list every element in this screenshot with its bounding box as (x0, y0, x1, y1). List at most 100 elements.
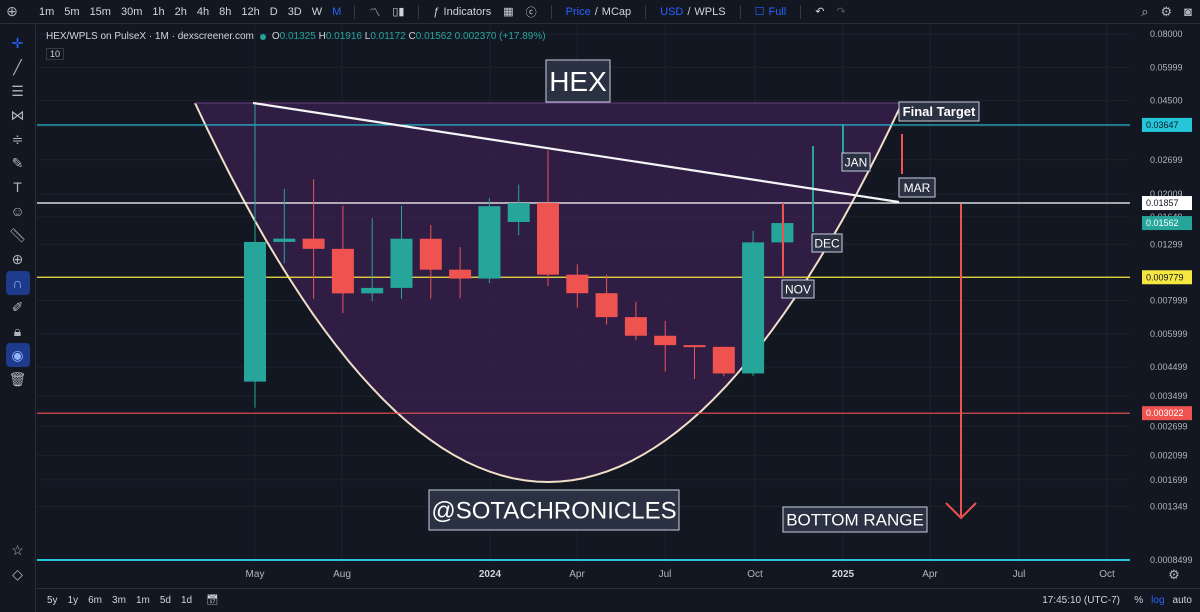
range-1d[interactable]: 1d (180, 595, 193, 606)
quote-toggle[interactable]: USD / WPLS (660, 5, 726, 18)
toolbar-divider (800, 4, 802, 19)
candles-icon[interactable]: ▯▮ (392, 6, 405, 18)
axis-settings-icon[interactable]: ⚙ (1168, 567, 1180, 582)
camera-icon[interactable]: ◙ (1184, 4, 1192, 19)
timeframe-3D[interactable]: 3D (287, 5, 302, 18)
magnet-icon[interactable]: ∩ (5, 271, 30, 295)
handle-label-box (428, 489, 680, 531)
price-levels (37, 124, 1130, 561)
date-range-icon[interactable]: 📅︎ (206, 595, 219, 606)
timeframe-8h[interactable]: 8h (219, 5, 232, 18)
add-symbol-icon[interactable]: ⊕ (6, 3, 18, 19)
arrow-head (945, 502, 977, 520)
toolbar-divider (354, 4, 356, 19)
price-tag: 0.009779 (1142, 270, 1192, 285)
price-tick: 0.05999 (1150, 62, 1183, 72)
price-label: Price (565, 5, 591, 18)
time-tick: Apr (922, 569, 938, 580)
undo-icon[interactable]: ↶ (815, 6, 825, 18)
horizontal-lines-icon[interactable]: ☰ (11, 82, 24, 99)
timeframe-W[interactable]: W (311, 5, 323, 18)
wpls-label: WPLS (694, 5, 726, 18)
gear-icon[interactable]: ⚙ (1160, 4, 1173, 19)
timeframe-15m[interactable]: 15m (89, 5, 111, 18)
timeframe-2h[interactable]: 2h (174, 5, 187, 18)
ohlc-values: O0.01325 H0.01916 L0.01172 C0.01562 0.00… (272, 31, 546, 42)
usd-label: USD (660, 5, 684, 18)
eye-icon[interactable]: ◉ (5, 343, 30, 367)
final-target-label-box (898, 101, 980, 122)
clock: 17:45:10 (UTC-7) (1042, 595, 1120, 606)
price-mcap-toggle[interactable]: Price / MCap (565, 5, 632, 18)
time-tick: May (246, 569, 265, 580)
time-tick: Jul (1013, 569, 1026, 580)
full-toggle[interactable]: ☐ Full (749, 5, 793, 19)
layers-icon[interactable]: ◇ (12, 565, 23, 582)
timeframe-1h[interactable]: 1h (152, 5, 165, 18)
high-label: H (318, 31, 326, 42)
zoom-in-icon[interactable]: ⊕ (11, 250, 24, 267)
price-tick: 0.002699 (1150, 421, 1188, 431)
nov-label-box (781, 279, 815, 299)
symbol-title: HEX/WPLS on PulseX · 1M · dexscreener.co… (46, 31, 254, 42)
fib-icon[interactable]: ≑ (11, 130, 24, 147)
lock-icon[interactable]: 🔒︎ (13, 322, 22, 339)
timeframe-4h[interactable]: 4h (196, 5, 210, 18)
volume-setting[interactable]: 10 (46, 48, 65, 60)
brush-icon[interactable]: ✎ (11, 154, 24, 171)
candle-body (390, 238, 413, 288)
timeframe-M[interactable]: M (332, 5, 342, 18)
range-5d[interactable]: 5d (159, 595, 171, 606)
final-target-label-text: Final Target (903, 104, 976, 119)
dec-label-box (811, 233, 843, 253)
percent-toggle[interactable]: % (1134, 595, 1144, 606)
pattern-icon[interactable]: ⋈ (10, 106, 25, 123)
redo-icon[interactable]: ↷ (836, 6, 846, 18)
timeframe-12h[interactable]: 12h (241, 5, 260, 18)
currency-icon[interactable]: ⓒ (525, 6, 537, 19)
crosshair-icon[interactable]: ✛ (11, 34, 24, 51)
chart-type-icon[interactable]: 〽 (369, 6, 381, 19)
indicators-button[interactable]: ƒ Indicators (427, 6, 497, 18)
price-tag-box (1142, 216, 1192, 231)
scale-mode: % log auto (1134, 595, 1192, 606)
timeframe-5m[interactable]: 5m (64, 5, 80, 18)
candle-body (449, 269, 472, 279)
auto-toggle[interactable]: auto (1172, 595, 1192, 606)
lock-drawing-icon[interactable]: ✐ (11, 298, 24, 315)
emoji-icon[interactable]: ☺ (10, 203, 25, 219)
candle-body (712, 346, 735, 374)
zoom-icon[interactable]: ⌕ (1141, 4, 1149, 19)
price-tick: 0.003499 (1150, 391, 1188, 401)
range-1m[interactable]: 1m (135, 595, 150, 606)
price-tick: 0.004499 (1150, 362, 1188, 372)
time-tick: 2025 (832, 569, 855, 580)
price-tick: 0.08000 (1150, 29, 1183, 39)
nov-label: NOV (781, 279, 815, 299)
range-selector: 5y 1y 6m 3m 1m 5d 1d (37, 595, 192, 606)
candle-body (624, 317, 647, 336)
trash-icon[interactable]: 🗑︎ (8, 370, 27, 387)
timeframe-30m[interactable]: 30m (120, 5, 143, 18)
full-label: Full (768, 5, 787, 18)
range-3m[interactable]: 3m (112, 595, 126, 606)
final-target-label: Final Target (898, 101, 980, 122)
ruler-icon[interactable]: 📏︎ (8, 226, 27, 243)
trendline-icon[interactable]: ╱ (13, 58, 22, 75)
price-tag: 0.01562 (1142, 216, 1192, 231)
layout-icon[interactable]: ▦ (503, 6, 514, 18)
timeframe-1m[interactable]: 1m (39, 5, 55, 18)
open-label: O (271, 31, 280, 42)
range-5y[interactable]: 5y (47, 595, 58, 606)
range-6m[interactable]: 6m (88, 595, 103, 606)
range-1y[interactable]: 1y (67, 595, 79, 606)
star-icon[interactable]: ☆ (11, 541, 24, 558)
text-icon[interactable]: T (13, 179, 22, 195)
title-label: HEX (545, 59, 611, 103)
log-toggle[interactable]: log (1151, 595, 1165, 606)
candle-body (654, 335, 677, 346)
timeframe-D[interactable]: D (269, 5, 278, 18)
price-tag-box (1142, 117, 1192, 132)
candle-body (507, 203, 530, 222)
